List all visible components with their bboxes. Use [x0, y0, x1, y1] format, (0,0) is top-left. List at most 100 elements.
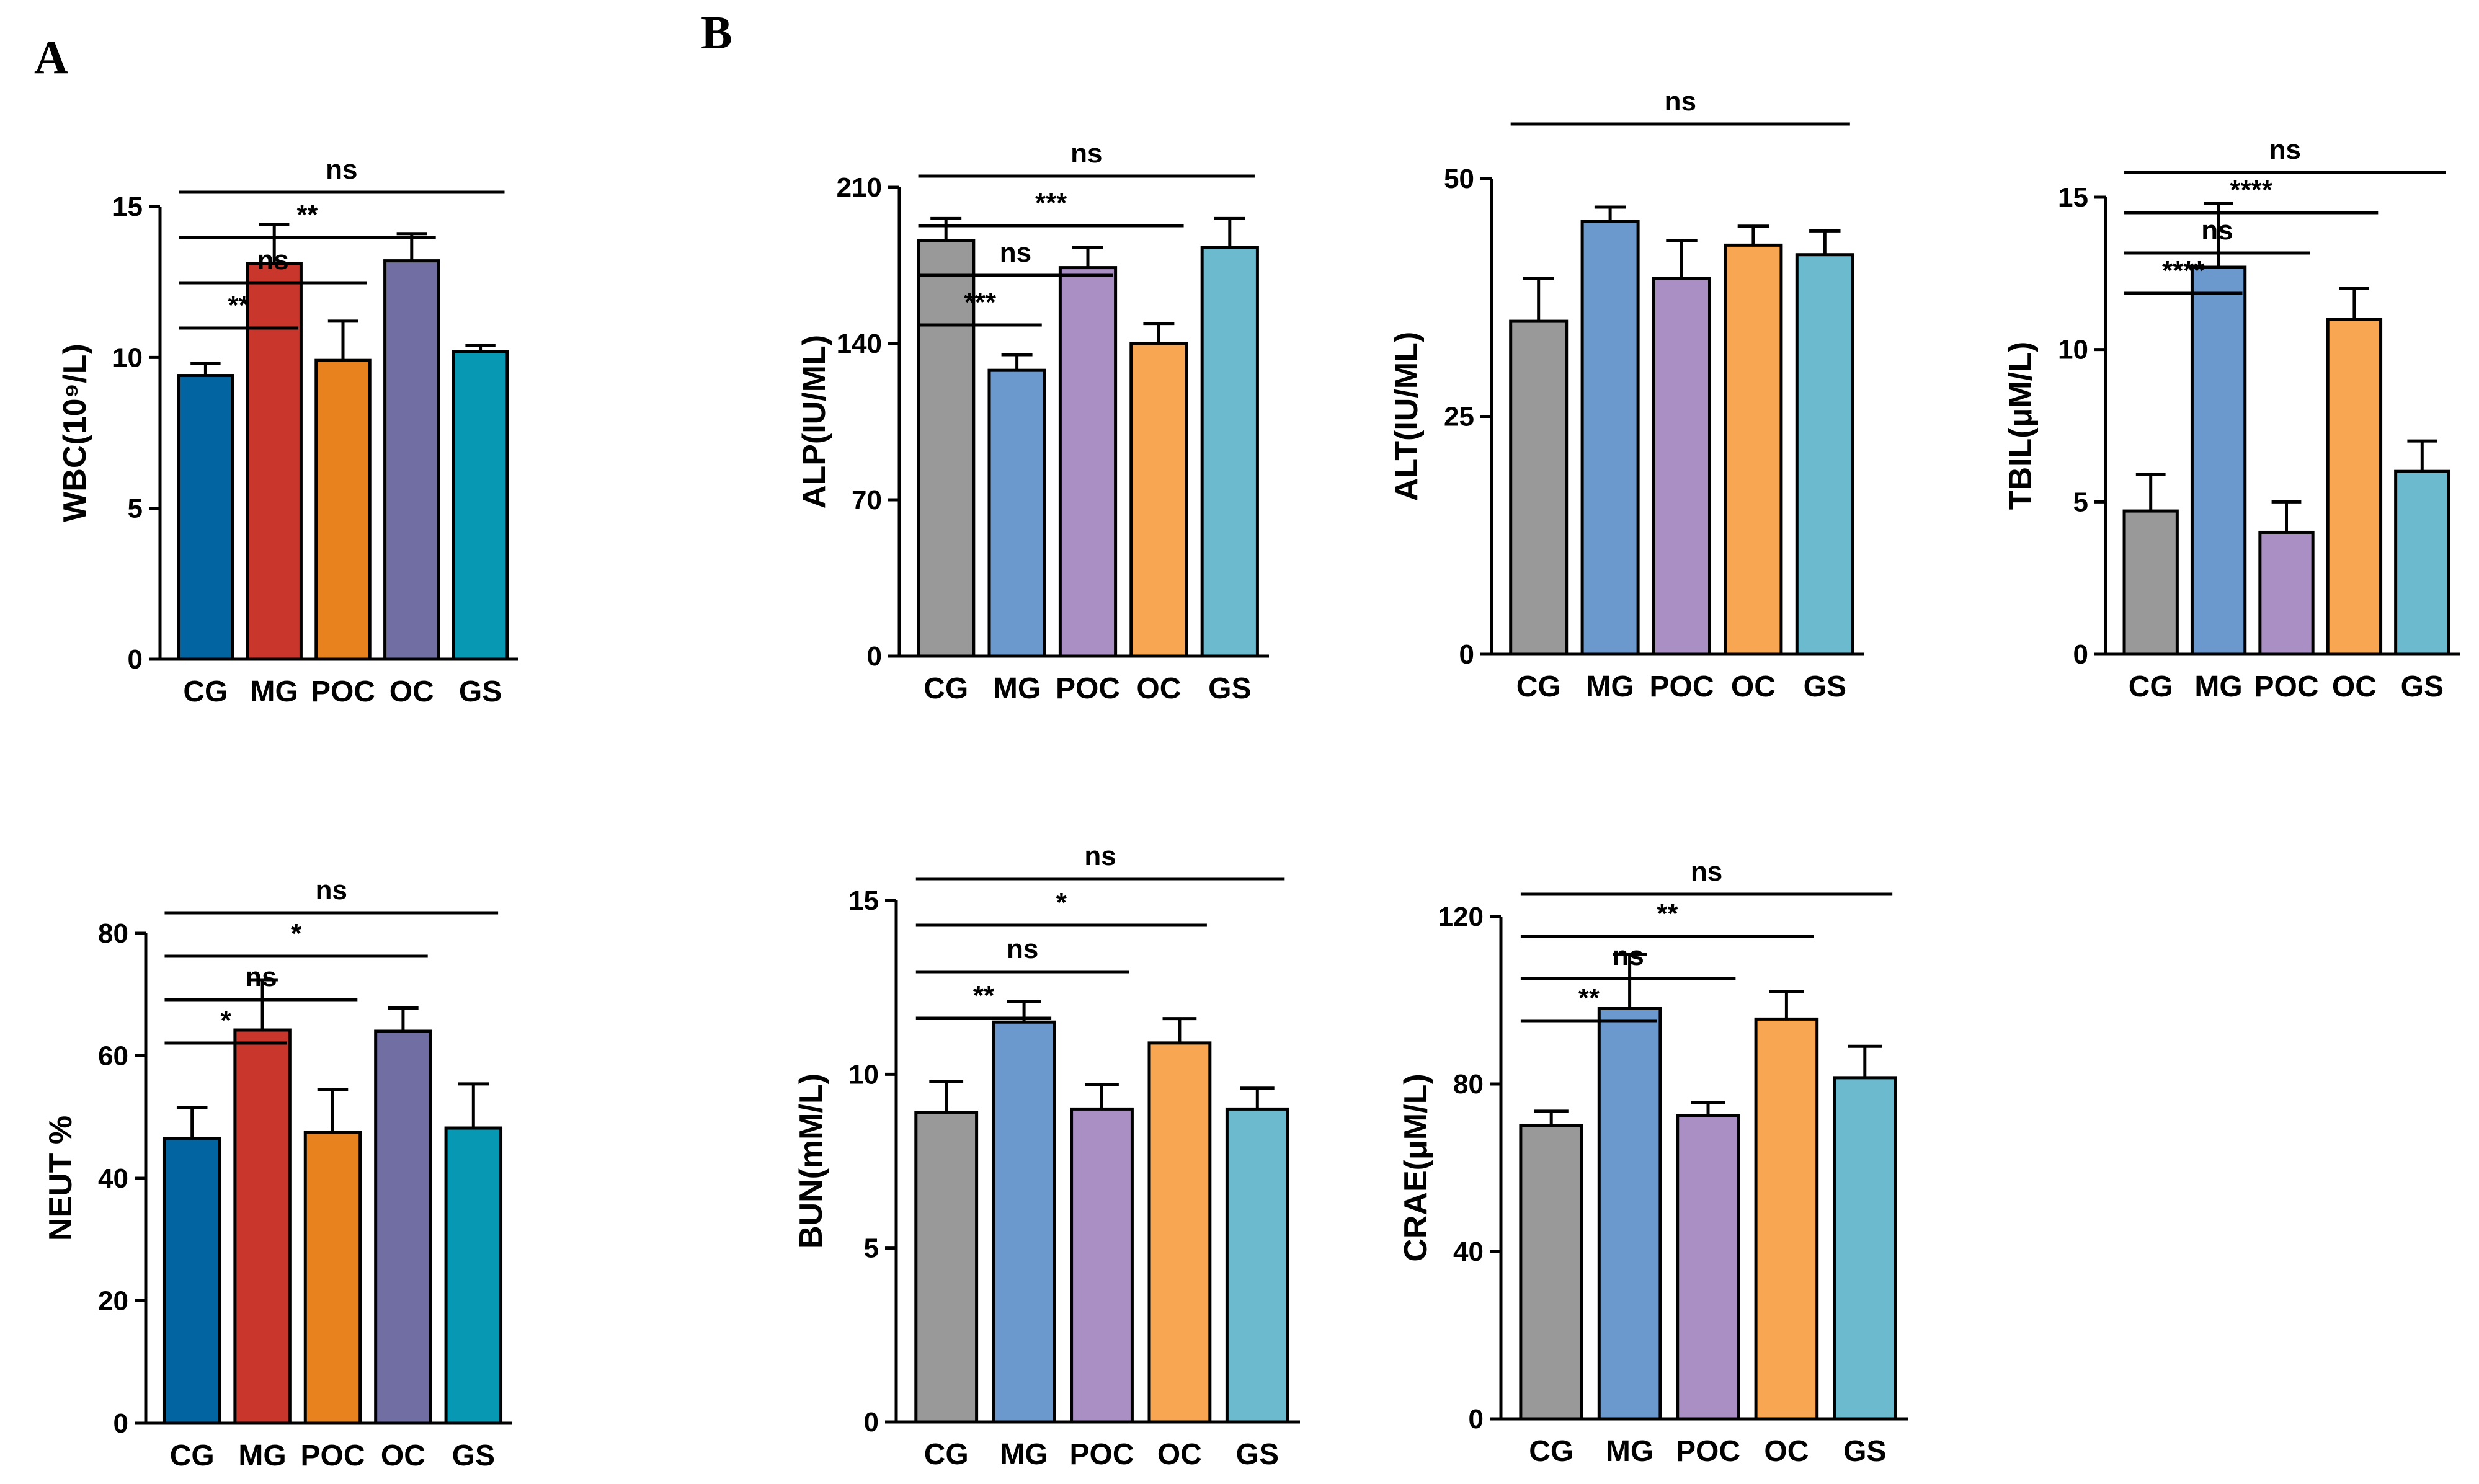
alp-sig-label-3: ns: [1070, 138, 1102, 169]
wbc-y-axis-title: WBC(10⁹/L): [57, 344, 93, 522]
bun-y-tick-label-1: 5: [864, 1233, 879, 1264]
crae-sig-label-3: ns: [1691, 856, 1722, 887]
neut-bar-mg: [233, 1028, 292, 1425]
alt-y-tick-label-0: 0: [1459, 639, 1474, 670]
crae-sig-label-1: ns: [1612, 941, 1644, 971]
alt-bar-oc: [1724, 243, 1783, 656]
bun-sig-label-0: **: [973, 980, 995, 1011]
wbc-x-tick-label-mg: MG: [251, 675, 298, 708]
wbc-sig-label-2: **: [296, 200, 318, 230]
crae-x-tick-label-gs: GS: [1843, 1435, 1886, 1468]
tbil-y-tick-label-1: 5: [2073, 487, 2088, 517]
tbil-x-tick-label-oc: OC: [2332, 670, 2377, 703]
neut-y-axis-title: NEUT %: [43, 1116, 79, 1241]
bun-y-tick-label-3: 15: [848, 886, 879, 916]
neut-bar-cg: [162, 1137, 221, 1425]
crae-bar-oc: [1754, 1017, 1819, 1421]
wbc-y-tick-label-3: 15: [112, 192, 143, 222]
tbil-bar-poc: [2258, 530, 2315, 656]
crae-x-tick-label-cg: CG: [1529, 1435, 1573, 1468]
tbil-sig-label-1: ns: [2201, 215, 2233, 246]
wbc-sig-label-1: ns: [257, 245, 288, 275]
bun-x-tick-label-gs: GS: [1236, 1438, 1279, 1471]
wbc-sig-label-0: **: [228, 290, 250, 321]
neut-bar-poc: [303, 1131, 362, 1425]
neut-sig-label-3: ns: [316, 875, 347, 905]
bun-bar-poc: [1070, 1107, 1134, 1424]
wbc-y-tick-label-1: 5: [128, 494, 143, 524]
alp-x-tick-label-cg: CG: [924, 672, 968, 705]
alt-bar-mg: [1580, 220, 1640, 656]
alp-bar-gs: [1200, 246, 1259, 658]
wbc-y-tick-label-2: 10: [112, 342, 143, 373]
alp-sig-label-1: ns: [1000, 238, 1031, 268]
crae-sig-label-0: **: [1578, 983, 1600, 1013]
wbc-x-tick-label-poc: POC: [311, 675, 375, 708]
crae-x-tick-label-poc: POC: [1676, 1435, 1740, 1468]
crae-y-tick-label-1: 40: [1453, 1237, 1484, 1267]
alp-y-tick-label-2: 140: [837, 329, 882, 359]
bun-y-tick-label-2: 10: [848, 1059, 879, 1090]
bun-sig-label-2: *: [1056, 887, 1067, 918]
tbil-y-tick-label-2: 10: [2058, 335, 2088, 365]
bun-bar-cg: [914, 1111, 979, 1424]
alt-x-tick-label-gs: GS: [1804, 670, 1846, 703]
crae-x-tick-label-oc: OC: [1764, 1435, 1809, 1468]
alp-x-tick-label-poc: POC: [1056, 672, 1120, 705]
wbc-x-tick-label-cg: CG: [183, 675, 228, 708]
tbil-y-tick-label-3: 15: [2058, 182, 2088, 213]
tbil-y-tick-label-0: 0: [2073, 639, 2088, 670]
neut-x-tick-label-oc: OC: [381, 1439, 425, 1472]
wbc-bar-poc: [314, 358, 372, 661]
bun-sig-label-3: ns: [1084, 841, 1116, 871]
tbil-x-tick-label-poc: POC: [2254, 670, 2318, 703]
neut-x-tick-label-mg: MG: [238, 1439, 286, 1472]
alp-x-tick-label-mg: MG: [993, 672, 1041, 705]
neut-y-tick-label-0: 0: [113, 1408, 128, 1439]
tbil-x-tick-label-mg: MG: [2194, 670, 2242, 703]
wbc-bar-mg: [246, 262, 303, 661]
crae-y-axis-title: CRAE(μM/L): [1398, 1073, 1434, 1261]
alt-bar-cg: [1509, 319, 1569, 656]
crae-bar-mg: [1597, 1007, 1662, 1421]
bun-sig-label-1: ns: [1007, 934, 1038, 964]
crae-y-tick-label-0: 0: [1469, 1404, 1484, 1434]
alp-bar-cg: [917, 239, 976, 658]
alp-bar-poc: [1058, 266, 1118, 658]
bun-x-tick-label-cg: CG: [924, 1438, 969, 1471]
wbc-x-tick-label-gs: GS: [459, 675, 502, 708]
crae-y-tick-label-3: 120: [1438, 902, 1484, 932]
alp-x-tick-label-oc: OC: [1136, 672, 1181, 705]
panel-label-a: A: [34, 32, 68, 84]
bun-y-tick-label-0: 0: [864, 1407, 879, 1437]
alt-y-tick-label-1: 25: [1444, 402, 1474, 432]
wbc-x-tick-label-oc: OC: [389, 675, 434, 708]
tbil-sig-label-3: ns: [2269, 135, 2301, 165]
alp-bar-mg: [987, 368, 1046, 658]
crae-y-tick-label-2: 80: [1453, 1069, 1484, 1100]
alt-bar-gs: [1795, 253, 1854, 656]
neut-y-tick-label-4: 80: [98, 918, 128, 949]
neut-sig-label-0: *: [221, 1005, 232, 1036]
alp-y-tick-label-0: 0: [867, 641, 882, 672]
crae-bar-poc: [1676, 1114, 1740, 1421]
neut-y-tick-label-1: 20: [98, 1286, 128, 1317]
crae-bar-cg: [1519, 1124, 1583, 1421]
alt-x-tick-label-oc: OC: [1731, 670, 1776, 703]
neut-bar-gs: [444, 1126, 503, 1425]
wbc-bar-oc: [383, 259, 440, 661]
neut-sig-label-1: ns: [245, 962, 277, 992]
neut-x-tick-label-cg: CG: [170, 1439, 215, 1472]
neut-sig-label-2: *: [291, 918, 302, 949]
alp-sig-label-0: ***: [964, 287, 996, 318]
crae-bar-gs: [1833, 1076, 1897, 1421]
alp-y-tick-label-1: 70: [852, 485, 882, 515]
neut-bar-oc: [374, 1029, 432, 1425]
crae-sig-label-2: **: [1657, 899, 1678, 929]
tbil-bar-oc: [2326, 318, 2383, 656]
bun-x-tick-label-poc: POC: [1069, 1438, 1134, 1471]
bun-x-tick-label-mg: MG: [1000, 1438, 1048, 1471]
tbil-bar-cg: [2122, 509, 2179, 656]
bun-bar-gs: [1225, 1107, 1289, 1424]
